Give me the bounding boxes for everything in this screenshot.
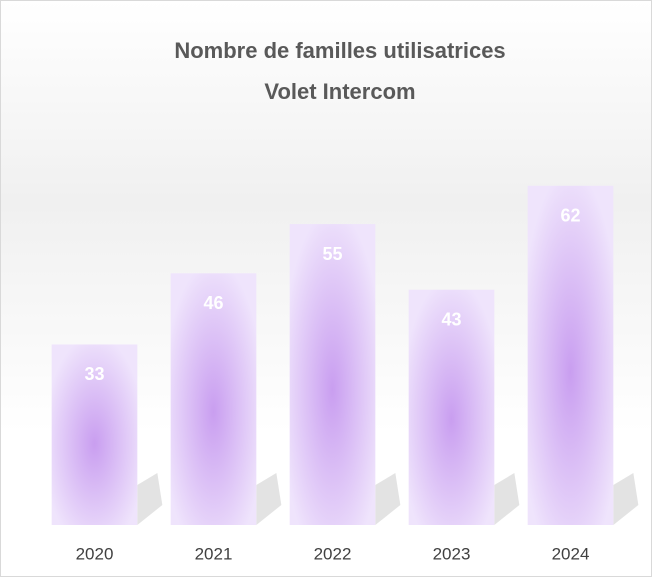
bar: [527, 185, 614, 525]
data-label: 55: [322, 244, 342, 264]
x-tick-label: 2021: [195, 544, 233, 563]
chart-title: Volet Intercom: [264, 79, 415, 104]
x-tick-label: 2023: [433, 544, 471, 563]
data-label: 62: [560, 206, 580, 226]
x-tick-label: 2024: [552, 544, 590, 563]
chart-title: Nombre de familles utilisatrices: [174, 38, 505, 63]
x-tick-label: 2022: [314, 544, 352, 563]
bar: [289, 224, 376, 526]
data-label: 33: [84, 364, 104, 384]
bar-shadow: [137, 473, 163, 525]
data-label: 46: [203, 293, 223, 313]
bar-shadow: [256, 473, 282, 525]
bar: [408, 289, 495, 525]
bar-shadow: [375, 473, 401, 525]
bar-shadow: [613, 473, 639, 525]
data-label: 43: [441, 309, 461, 329]
bar: [51, 344, 138, 525]
bar-shadow: [494, 473, 520, 525]
bar: [170, 273, 257, 525]
x-tick-label: 2020: [76, 544, 114, 563]
